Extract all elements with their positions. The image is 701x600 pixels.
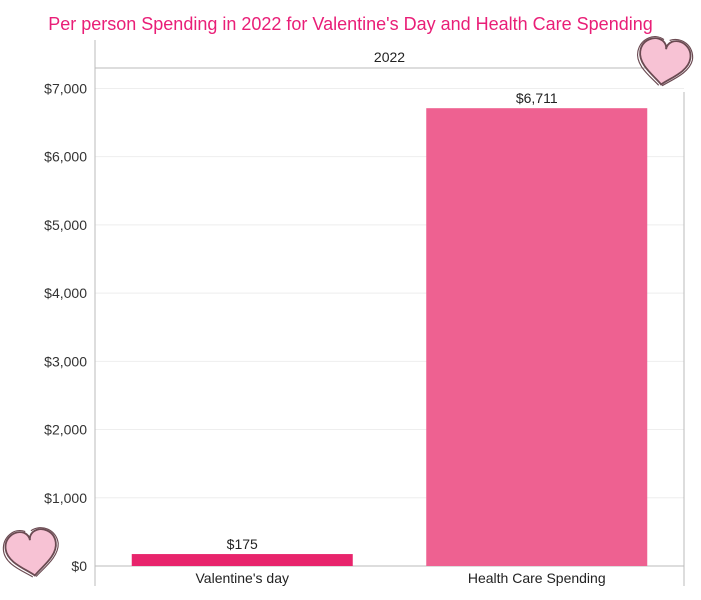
heart-icon — [637, 36, 694, 87]
data-label: $175 — [227, 536, 258, 552]
y-tick-label: $4,000 — [44, 285, 87, 301]
panel-label: 2022 — [374, 49, 405, 65]
data-label: $6,711 — [516, 90, 558, 106]
bar — [426, 108, 648, 567]
y-tick-label: $1,000 — [44, 490, 87, 506]
y-tick-label: $5,000 — [44, 217, 87, 233]
category-label: Health Care Spending — [468, 570, 606, 586]
y-tick-label: $7,000 — [44, 80, 87, 96]
category-label: Valentine's day — [196, 570, 289, 586]
y-tick-label: $0 — [71, 558, 87, 574]
bars — [131, 108, 648, 567]
category-labels: Valentine's day Health Care Spending — [196, 570, 606, 586]
y-tick-label: $3,000 — [44, 353, 87, 369]
heart-icon — [2, 527, 59, 578]
chart-title: Per person Spending in 2022 for Valentin… — [48, 14, 653, 34]
y-axis-ticks: $0 $1,000 $2,000 $3,000 $4,000 $5,000 $6,000 $7… — [44, 80, 87, 574]
y-tick-label: $2,000 — [44, 422, 87, 438]
y-tick-label: $6,000 — [44, 149, 87, 165]
data-labels: $175 $6,711 — [227, 90, 558, 552]
decorations — [2, 36, 694, 578]
bar — [131, 554, 353, 566]
